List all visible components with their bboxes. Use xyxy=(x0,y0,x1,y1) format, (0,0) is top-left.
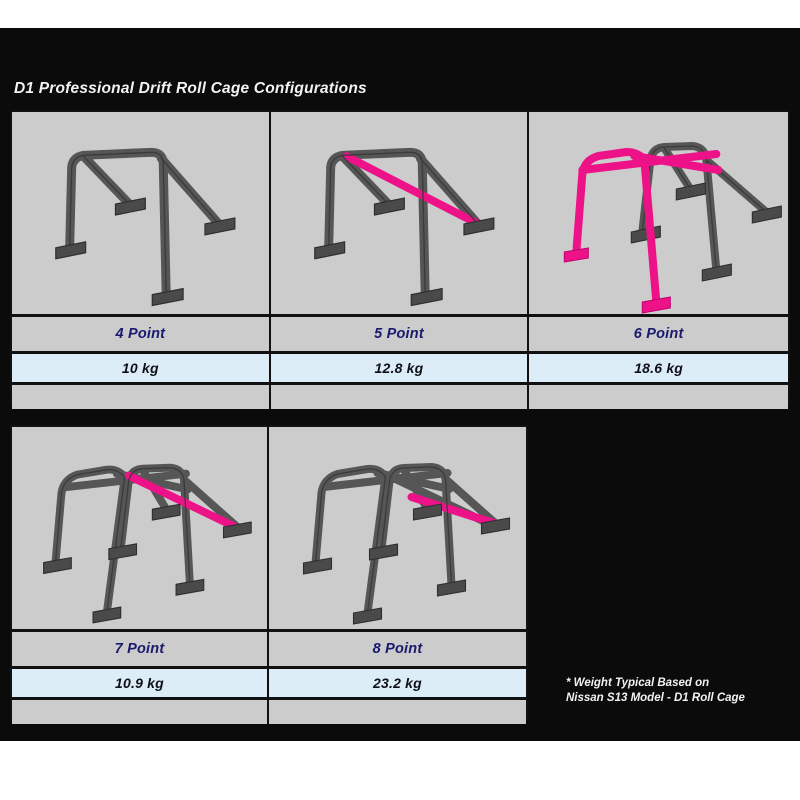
footnote-line-1: * Weight Typical Based on xyxy=(566,677,710,689)
spacer-cell xyxy=(529,385,788,409)
mounting-feet-highlight xyxy=(564,247,672,314)
label-cell-7-point: 7 Point xyxy=(12,632,269,666)
config-label: 4 Point xyxy=(115,326,166,342)
label-row-1: 4 Point 5 Point 6 Point xyxy=(12,314,788,351)
weight-cell-4-point: 10 kg xyxy=(12,354,271,382)
highlight-harness-door-bar xyxy=(407,493,498,527)
spacer-row-1 xyxy=(12,382,788,409)
highlight-rear-diagonal-brace xyxy=(124,471,240,531)
spacer-cell xyxy=(270,385,530,409)
mounting-feet xyxy=(55,197,236,307)
config-weight: 18.6 kg xyxy=(634,360,684,376)
roll-cage-8-point-diagram xyxy=(302,463,511,625)
roll-cage-6-point-diagram xyxy=(564,142,783,314)
weight-cell-6-point: 18.6 kg xyxy=(529,354,788,382)
label-row-2: 7 Point 8 Point xyxy=(12,629,526,666)
footnote-line-2: Nissan S13 Model - D1 Roll Cage xyxy=(566,692,745,704)
mounting-feet xyxy=(302,503,511,625)
spacer-row-2 xyxy=(12,697,526,724)
config-label: 8 Point xyxy=(372,641,423,657)
mounting-feet xyxy=(43,503,252,624)
weight-cell-5-point: 12.8 kg xyxy=(270,354,530,382)
roll-cage-4-point-diagram xyxy=(55,147,236,307)
config-block-row-1: 4 Point 5 Point 6 Point 10 kg 12.8 kg 18… xyxy=(10,110,790,409)
mounting-feet xyxy=(313,197,495,307)
weight-cell-7-point: 10.9 kg xyxy=(12,669,269,697)
config-weight: 23.2 kg xyxy=(373,675,422,691)
label-cell-4-point: 4 Point xyxy=(12,317,271,351)
illustration-row-2 xyxy=(12,427,526,629)
config-weight: 12.8 kg xyxy=(374,360,424,376)
cage-cell-6-point[interactable] xyxy=(529,112,788,314)
config-block-row-2: 7 Point 8 Point 10.9 kg 23.2 kg xyxy=(10,425,528,724)
label-cell-6-point: 6 Point xyxy=(529,317,788,351)
cage-cell-8-point[interactable] xyxy=(269,427,526,629)
weight-row-1: 10 kg 12.8 kg 18.6 kg xyxy=(12,351,788,382)
cage-cell-4-point[interactable] xyxy=(12,112,271,314)
label-cell-8-point: 8 Point xyxy=(269,632,526,666)
config-weight: 10 kg xyxy=(121,360,159,376)
spacer-cell xyxy=(269,700,526,724)
footnote: * Weight Typical Based on Nissan S13 Mod… xyxy=(566,676,745,706)
roll-cage-5-point-diagram xyxy=(313,147,495,307)
page-title: D1 Professional Drift Roll Cage Configur… xyxy=(14,80,367,97)
highlight-rear-diagonal-brace xyxy=(342,152,486,230)
spacer-cell xyxy=(12,700,269,724)
roll-cage-7-point-diagram xyxy=(43,463,252,624)
cage-cell-7-point[interactable] xyxy=(12,427,269,629)
label-cell-5-point: 5 Point xyxy=(270,317,530,351)
config-label: 6 Point xyxy=(633,326,684,342)
weight-row-2: 10.9 kg 23.2 kg xyxy=(12,666,526,697)
config-label: 5 Point xyxy=(374,326,424,342)
illustration-row-1 xyxy=(12,112,788,314)
highlight-front-hoop-a-pillar xyxy=(572,148,723,306)
config-label: 7 Point xyxy=(114,641,165,657)
weight-cell-8-point: 23.2 kg xyxy=(269,669,526,697)
mounting-feet-gray xyxy=(631,182,783,282)
cage-cell-5-point[interactable] xyxy=(270,112,530,314)
config-weight: 10.9 kg xyxy=(115,675,164,691)
spacer-cell xyxy=(12,385,271,409)
